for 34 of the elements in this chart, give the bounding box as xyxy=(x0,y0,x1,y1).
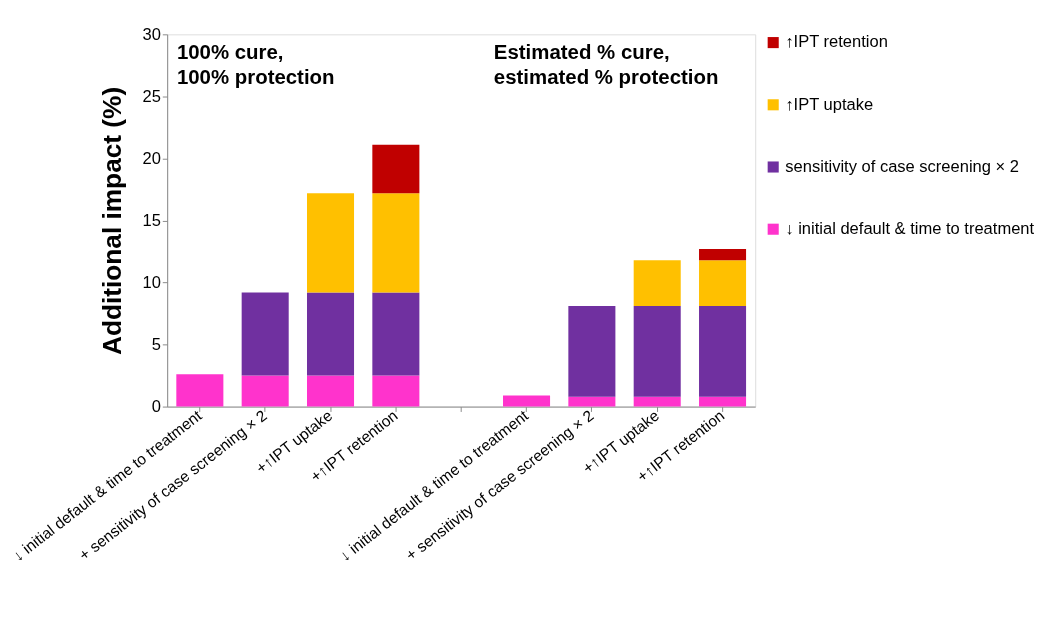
bar xyxy=(503,395,551,407)
bar xyxy=(241,292,289,376)
bar xyxy=(372,144,420,194)
legend-label: ↑IPT uptake xyxy=(785,94,874,114)
bar xyxy=(568,306,616,397)
bar xyxy=(699,260,747,307)
y-tick-label: 0 xyxy=(151,396,161,416)
y-axis-title: Additional impact (%) xyxy=(97,86,128,356)
legend-label: sensitivity of case screening × 2 xyxy=(785,156,1019,176)
bar xyxy=(372,292,420,376)
legend-label: ↓ initial default & time to treatment xyxy=(785,219,1035,239)
bar xyxy=(307,375,355,407)
bar xyxy=(307,292,355,376)
bar xyxy=(307,193,355,293)
y-tick-label: 30 xyxy=(142,24,161,44)
bar xyxy=(633,260,681,307)
bar xyxy=(372,193,420,293)
y-tick-label: 20 xyxy=(142,148,161,168)
bar xyxy=(633,306,681,397)
bar xyxy=(633,396,681,407)
bar xyxy=(699,249,747,261)
annotation: 100% cure, 100% protection xyxy=(176,40,335,88)
y-tick-label: 10 xyxy=(142,272,161,292)
y-tick-label: 25 xyxy=(142,86,161,106)
y-tick-label: 15 xyxy=(142,210,161,230)
bar xyxy=(699,396,747,407)
bar xyxy=(699,306,747,397)
annotation: Estimated % cure, estimated % protection xyxy=(493,40,719,88)
legend-label: ↑IPT retention xyxy=(785,32,888,52)
bar xyxy=(568,396,616,407)
y-tick-label: 5 xyxy=(151,334,161,354)
bar xyxy=(372,375,420,407)
bar xyxy=(241,375,289,407)
bar xyxy=(176,374,224,407)
